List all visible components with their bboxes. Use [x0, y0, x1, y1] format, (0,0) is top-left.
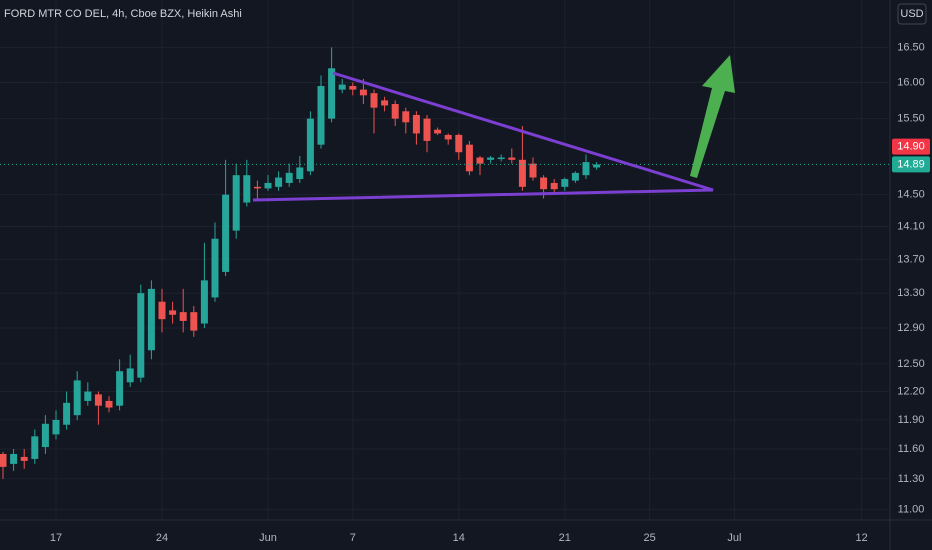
candle-body — [412, 114, 420, 134]
y-tick-label: 16.50 — [897, 41, 925, 53]
candle-body — [243, 175, 251, 203]
x-tick-label: Jul — [727, 532, 741, 544]
currency-label[interactable]: USD — [900, 8, 923, 20]
candle-body — [328, 68, 336, 119]
price-tag — [892, 138, 930, 155]
candle-body — [232, 175, 240, 231]
candle-body — [497, 157, 505, 160]
candle-body — [105, 400, 113, 408]
candle-body — [20, 456, 28, 461]
candle-body — [423, 118, 431, 141]
candle-body — [550, 182, 558, 190]
candle-body — [200, 280, 208, 324]
y-tick-label: 12.90 — [897, 322, 925, 334]
x-tick-label: 24 — [156, 532, 168, 544]
x-tick-label: 7 — [350, 532, 356, 544]
y-tick-label: 11.60 — [898, 443, 925, 455]
candle-body — [52, 419, 60, 435]
y-tick-label: 13.30 — [897, 287, 925, 299]
candle-body — [561, 179, 569, 187]
price-tag-label: 14.89 — [897, 158, 925, 170]
y-tick-label: 11.30 — [898, 473, 925, 485]
candle-body — [317, 86, 325, 145]
candle-body — [444, 134, 452, 140]
candle-body — [391, 104, 399, 119]
candle-body — [116, 371, 124, 406]
candle-body — [529, 163, 537, 178]
x-tick-label: Jun — [259, 532, 277, 544]
candle-body — [63, 402, 71, 425]
candle-body — [296, 167, 304, 180]
candle-body — [476, 157, 484, 164]
candle-body — [508, 157, 516, 160]
candle-body — [0, 453, 7, 467]
breakout-arrow — [690, 55, 735, 178]
candle-body — [253, 186, 261, 189]
candle-body — [370, 93, 378, 108]
candles — [0, 47, 890, 479]
candle-body — [582, 162, 590, 176]
x-tick-label: 14 — [453, 532, 465, 544]
candle-body — [84, 391, 92, 401]
y-tick-label: 16.00 — [897, 76, 925, 88]
candle-body — [518, 159, 526, 187]
candle-body — [137, 293, 145, 378]
y-tick-label: 14.10 — [897, 220, 925, 232]
candle-body — [126, 368, 134, 383]
y-tick-label: 13.70 — [897, 253, 925, 265]
x-tick-label: 21 — [559, 532, 571, 544]
y-tick-label: 14.50 — [897, 189, 925, 201]
candle-body — [31, 436, 39, 459]
candle-body — [190, 312, 198, 331]
candle-body — [402, 111, 410, 123]
axes: 11.00 11.30 11.60 11.90 12.20 12.50 12.90 13.30… — [50, 41, 930, 544]
candle-body — [434, 129, 442, 134]
x-tick-label: 17 — [50, 532, 62, 544]
candle-body — [169, 310, 177, 315]
candle-body — [73, 380, 81, 416]
candle-body — [487, 157, 495, 160]
candle-body — [349, 86, 357, 90]
candle-body — [264, 182, 272, 189]
candle-body — [338, 84, 346, 90]
candle-body — [540, 177, 548, 190]
candle-body — [455, 134, 463, 153]
candle-body — [593, 164, 601, 168]
price-tag-label: 14.90 — [897, 141, 925, 153]
candle-body — [10, 453, 18, 464]
x-tick-label: 12 — [855, 532, 867, 544]
y-tick-label: 11.90 — [898, 414, 925, 426]
candle-body — [147, 288, 155, 351]
candle-body — [179, 312, 187, 321]
candle-body — [306, 118, 314, 172]
candle-body — [41, 423, 49, 448]
y-tick-label: 11.00 — [898, 503, 925, 515]
chart-title: FORD MTR CO DEL, 4h, Cboe BZX, Heikin As… — [4, 8, 242, 20]
y-tick-label: 15.50 — [897, 113, 925, 125]
candle-body — [158, 301, 166, 320]
y-tick-label: 12.50 — [897, 358, 925, 370]
candle-body — [359, 89, 367, 96]
currency-button[interactable] — [897, 3, 927, 25]
candle-body — [285, 172, 293, 183]
candle-body — [381, 100, 389, 106]
y-tick-label: 12.20 — [897, 385, 925, 397]
candle-body — [94, 394, 102, 406]
price-tag — [892, 156, 930, 173]
candle-body — [571, 172, 579, 181]
candle-body — [222, 194, 230, 272]
candle-body — [465, 144, 473, 172]
candle-body — [211, 238, 219, 298]
candle-body — [275, 177, 283, 187]
triangle-pattern — [252, 71, 714, 202]
x-tick-label: 25 — [643, 532, 655, 544]
